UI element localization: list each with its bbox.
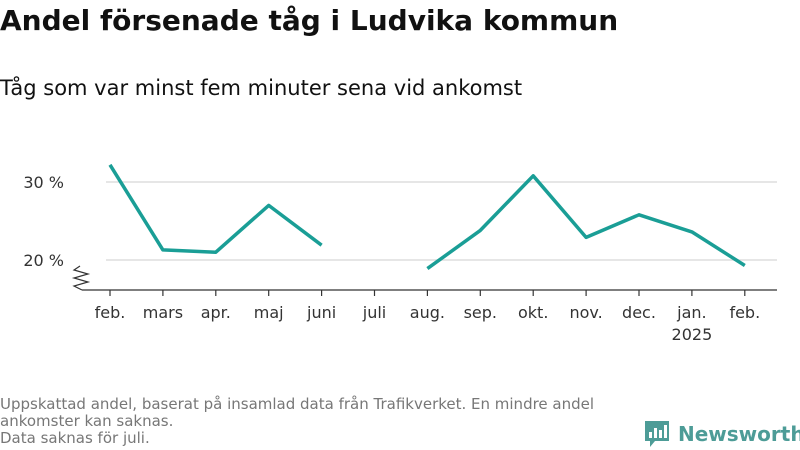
x-tick-label: nov.: [569, 303, 602, 322]
footnote-line-2: ankomster kan saknas.: [0, 412, 174, 430]
x-tick-label: jan.: [676, 303, 706, 322]
x-tick-label: juli: [362, 303, 386, 322]
x-tick-label: sep.: [464, 303, 497, 322]
x-tick-label: feb.: [95, 303, 126, 322]
x-tick-label: apr.: [201, 303, 231, 322]
x-tick-label: mars: [143, 303, 183, 322]
y-tick-label: 30 %: [23, 173, 64, 192]
footnote-line-1: Uppskattad andel, baserat på insamlad da…: [0, 395, 595, 413]
x-year-label: 2025: [672, 325, 713, 344]
footnote-line-3: Data saknas för juli.: [0, 429, 150, 447]
newsworthy-logo-icon: [645, 421, 669, 447]
chart-title: Andel försenade tåg i Ludvika kommun: [0, 4, 619, 37]
x-tick-label: feb.: [729, 303, 760, 322]
line-chart: 20 % 30 % feb. mars apr. maj juni juli aug. sep. o…: [23, 163, 777, 344]
axis-break-icon: [71, 265, 91, 291]
series-line: [426, 174, 746, 271]
brand-logo: Newsworthy: [644, 420, 800, 448]
y-tick-label: 20 %: [23, 251, 64, 270]
brand-name: Newsworthy: [678, 422, 800, 446]
series-line: [108, 163, 323, 254]
x-tick-label: juni: [306, 303, 336, 322]
x-tick-label: dec.: [622, 303, 656, 322]
x-tick-label: aug.: [410, 303, 445, 322]
footnote: Uppskattad andel, baserat på insamlad da…: [0, 396, 640, 447]
x-tick-label: okt.: [518, 303, 548, 322]
x-tick-label: maj: [254, 303, 284, 322]
chart-subtitle: Tåg som var minst fem minuter sena vid a…: [0, 76, 523, 100]
